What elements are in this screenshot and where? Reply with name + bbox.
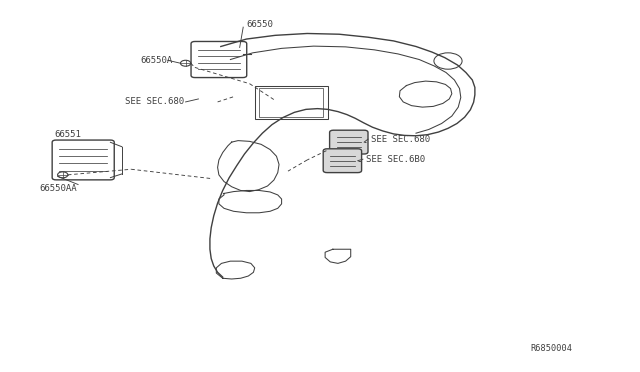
Text: 66550: 66550 — [246, 20, 273, 29]
Bar — [259, 88, 323, 117]
Text: R6850004: R6850004 — [531, 344, 573, 353]
FancyBboxPatch shape — [323, 149, 362, 173]
Text: 66551: 66551 — [54, 130, 81, 139]
Bar — [255, 86, 328, 119]
Text: SEE SEC.6B0: SEE SEC.6B0 — [366, 155, 425, 164]
Text: 66550AA: 66550AA — [40, 185, 77, 193]
Text: SEE SEC.680: SEE SEC.680 — [125, 97, 184, 106]
Text: 66550A: 66550A — [141, 56, 173, 65]
FancyBboxPatch shape — [330, 130, 368, 154]
FancyBboxPatch shape — [191, 41, 247, 78]
Text: SEE SEC.680: SEE SEC.680 — [371, 135, 430, 144]
FancyBboxPatch shape — [52, 140, 114, 180]
